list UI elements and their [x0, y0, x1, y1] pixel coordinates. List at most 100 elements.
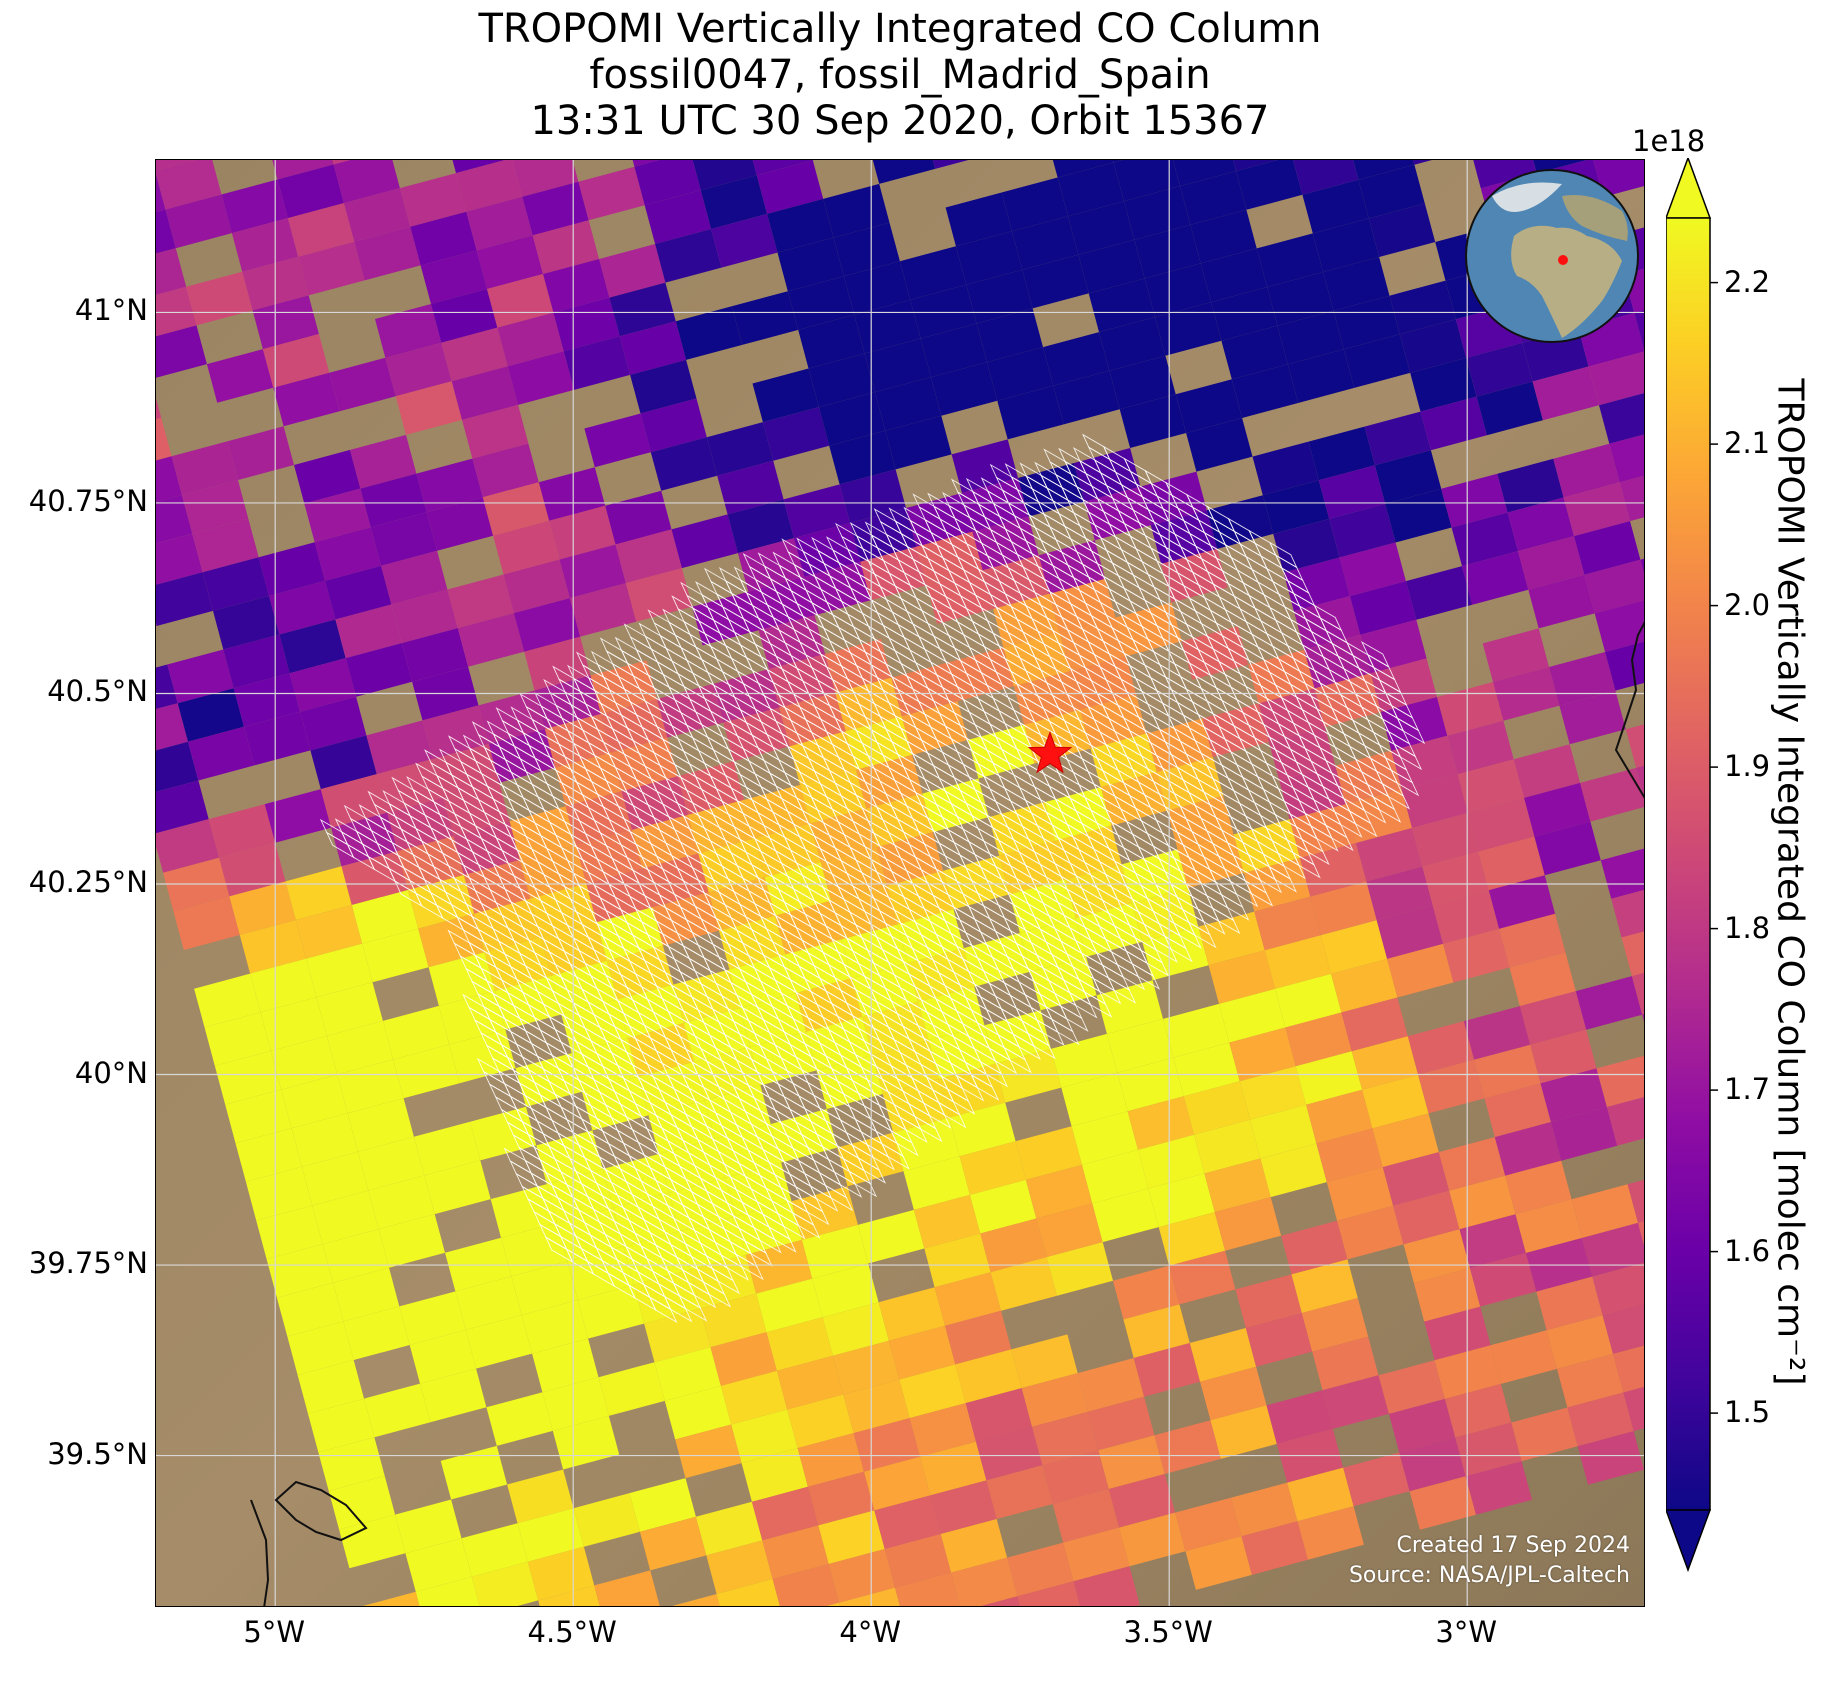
tropomi-pixel — [262, 334, 330, 388]
tropomi-pixel — [955, 1349, 1022, 1404]
tropomi-pixel — [1519, 991, 1587, 1045]
tropomi-pixel — [924, 1233, 991, 1288]
tropomi-pixel — [605, 490, 672, 545]
tropomi-pixel — [381, 550, 448, 605]
tropomi-pixel — [860, 546, 927, 601]
tropomi-pixel — [884, 1534, 952, 1588]
tropomi-pixel — [716, 1579, 780, 1606]
tropomi-pixel — [910, 284, 977, 339]
tropomi-pixel — [731, 1409, 798, 1464]
mesh-cell — [1381, 782, 1411, 810]
tropomi-pixel — [329, 357, 396, 412]
tropomi-pixel — [156, 703, 188, 751]
tropomi-pixel — [316, 982, 383, 1036]
tropomi-pixel — [376, 759, 444, 813]
tropomi-pixel — [872, 1040, 939, 1094]
tropomi-pixel — [304, 488, 371, 543]
tropomi-pixel — [1245, 1313, 1313, 1367]
tropomi-pixel — [399, 1291, 466, 1345]
mesh-cell — [1277, 852, 1306, 880]
mesh-cell — [1372, 796, 1402, 823]
tropomi-pixel — [289, 658, 357, 712]
mesh-cell — [1211, 907, 1241, 935]
mesh-cell — [1116, 963, 1146, 991]
colorbar-extend-min — [1666, 1509, 1712, 1573]
tropomi-pixel — [928, 1025, 995, 1079]
tropomi-pixel — [1194, 1119, 1261, 1174]
tropomi-pixel — [1175, 379, 1243, 433]
tropomi-pixel — [1401, 774, 1468, 828]
tropomi-pixel — [156, 398, 162, 420]
lat-tick-label: 40°N — [74, 1055, 148, 1090]
tropomi-pixel — [156, 325, 207, 378]
tropomi-pixel — [1563, 482, 1630, 537]
tropomi-pixel — [940, 1519, 1008, 1573]
tropomi-pixel — [354, 226, 421, 281]
tropomi-pixel — [1300, 843, 1367, 897]
tropomi-pixel — [1559, 690, 1626, 745]
tropomi-pixel — [640, 398, 707, 453]
tropomi-pixel — [1185, 1536, 1252, 1590]
tropomi-pixel — [700, 175, 768, 229]
tropomi-pixel — [1574, 521, 1641, 575]
tropomi-pixel — [1412, 812, 1479, 867]
tropomi-pixel — [650, 437, 718, 491]
tropomi-pixel — [885, 415, 952, 470]
colorbar-extend-max — [1666, 158, 1712, 219]
colorbar-tick-label: 2.0 — [1724, 587, 1771, 622]
tropomi-pixel — [609, 282, 676, 337]
tropomi-pixel — [1422, 851, 1489, 906]
tropomi-pixel — [785, 939, 852, 994]
mesh-cell — [687, 1281, 717, 1309]
mesh-cell — [937, 1101, 967, 1129]
tropomi-pixel — [335, 604, 402, 659]
tropomi-pixel — [823, 183, 890, 238]
tropomi-pixel — [903, 1156, 970, 1210]
tropomi-pixel — [1353, 160, 1415, 180]
tropomi-pixel — [899, 1364, 966, 1419]
tropomi-pixel — [1200, 1366, 1267, 1421]
tropomi-pixel — [1387, 943, 1454, 998]
tropomi-pixel — [1096, 980, 1163, 1034]
colorbar-tick-label: 1.6 — [1724, 1233, 1771, 1268]
tropomi-pixel — [1180, 171, 1247, 225]
tropomi-pixel — [934, 1272, 1001, 1326]
map-panel[interactable]: Created 17 Sep 2024 Source: NASA/JPL-Cal… — [155, 159, 1645, 1607]
tropomi-pixel — [559, 544, 626, 599]
mesh-cell — [824, 1184, 854, 1212]
tropomi-pixel — [598, 1362, 665, 1416]
tropomi-pixel — [1515, 1199, 1582, 1253]
tropomi-pixel — [752, 160, 813, 176]
tropomi-pixel — [895, 1572, 960, 1606]
tropomi-pixel — [816, 1055, 883, 1109]
tropomi-pixel — [202, 557, 269, 611]
tropomi-pixel — [789, 731, 856, 785]
co-column-map — [156, 160, 1644, 1606]
lon-tick-label: 3°W — [1435, 1615, 1497, 1649]
tropomi-pixel — [1256, 233, 1324, 287]
tropomi-pixel — [644, 190, 712, 244]
tropomi-pixel — [1368, 203, 1436, 257]
tropomi-pixel — [1443, 928, 1510, 983]
tropomi-pixel — [277, 164, 344, 219]
mesh-cell — [1131, 962, 1161, 990]
tropomi-pixel — [630, 359, 697, 414]
tropomi-pixel — [422, 705, 489, 759]
tropomi-pixel — [689, 1254, 757, 1309]
tropomi-pixel — [415, 1576, 480, 1606]
tropomi-pixel — [1374, 450, 1442, 504]
tropomi-pixel — [632, 160, 660, 167]
tropomi-pixel — [322, 1229, 389, 1283]
mesh-cell — [702, 1280, 732, 1308]
tropomi-pixel — [543, 259, 610, 313]
lat-tick-label: 40.25°N — [28, 865, 148, 899]
tropomi-pixel — [1133, 1343, 1201, 1397]
tropomi-pixel — [156, 572, 213, 626]
tropomi-pixel — [1074, 448, 1141, 502]
tropomi-pixel — [206, 349, 274, 403]
tropomi-pixel — [1138, 1134, 1205, 1189]
tropomi-pixel — [1631, 972, 1644, 1015]
tropomi-pixel — [698, 838, 765, 893]
tropomi-pixel — [1405, 566, 1473, 620]
tropomi-pixel — [1388, 1398, 1456, 1453]
